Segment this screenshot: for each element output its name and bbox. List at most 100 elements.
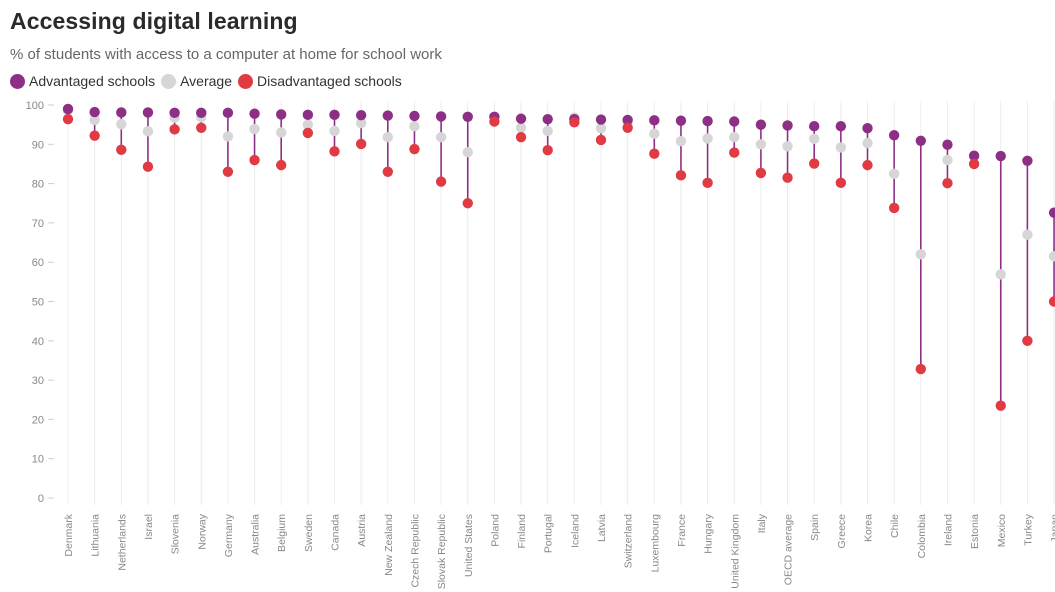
x-tick-label: France	[676, 514, 688, 547]
point-disadvantaged	[462, 198, 473, 209]
point-disadvantaged	[675, 170, 687, 181]
point-average	[542, 125, 553, 137]
point-advantaged	[382, 110, 393, 121]
x-tick-label: Ireland	[942, 514, 954, 546]
point-disadvantaged	[542, 144, 553, 156]
point-average	[302, 119, 314, 130]
x-tick-label: Austria	[356, 514, 368, 547]
x-tick-label: Japan	[1049, 514, 1055, 543]
x-tick-label: Netherlands	[116, 514, 128, 571]
legend-swatch-disadvantaged	[238, 73, 253, 89]
point-average	[382, 132, 393, 143]
y-tick-label: 10	[32, 454, 44, 466]
point-advantaged	[968, 150, 980, 161]
point-disadvantaged	[915, 363, 926, 375]
point-average	[942, 154, 953, 166]
point-advantaged	[515, 113, 527, 124]
point-advantaged	[329, 109, 340, 121]
y-tick-label: 20	[32, 414, 44, 426]
point-disadvantaged	[302, 127, 314, 139]
x-tick-label: Italy	[756, 513, 768, 533]
point-average	[809, 133, 820, 144]
point-advantaged	[809, 121, 820, 132]
point-average	[222, 131, 234, 142]
point-disadvantaged	[595, 134, 607, 146]
x-tick-label: Norway	[196, 513, 208, 549]
point-disadvantaged	[1048, 296, 1055, 307]
point-average	[142, 126, 154, 137]
point-average	[835, 142, 847, 153]
point-disadvantaged	[942, 178, 953, 189]
point-advantaged	[675, 115, 687, 126]
point-disadvantaged	[382, 166, 393, 178]
point-disadvantaged	[89, 130, 100, 141]
point-disadvantaged	[409, 143, 420, 155]
point-advantaged	[782, 120, 793, 131]
legend-label-average: Average	[180, 73, 232, 89]
point-average	[675, 135, 687, 147]
point-average	[276, 127, 287, 138]
point-advantaged	[729, 116, 740, 127]
point-disadvantaged	[862, 159, 873, 171]
point-average	[729, 132, 740, 143]
chart-title: Accessing digital learning	[10, 8, 298, 34]
point-disadvantaged	[62, 113, 74, 125]
point-disadvantaged	[649, 148, 660, 159]
point-disadvantaged	[249, 154, 260, 166]
point-average	[329, 125, 340, 137]
point-average	[409, 121, 420, 132]
point-advantaged	[276, 109, 287, 120]
point-average	[116, 119, 127, 130]
x-tick-label: Slovak Republic	[436, 514, 448, 589]
point-advantaged	[116, 107, 127, 118]
legend-swatch-advantaged	[10, 73, 25, 89]
x-tick-label: Spain	[809, 514, 821, 541]
point-advantaged	[196, 107, 207, 119]
x-tick-label: Colombia	[916, 514, 928, 559]
x-tick-label: Israel	[143, 514, 155, 540]
point-average	[888, 168, 900, 179]
point-disadvantaged	[142, 161, 154, 172]
point-disadvantaged	[116, 144, 127, 156]
point-advantaged	[835, 121, 847, 132]
x-tick-label: Luxembourg	[649, 514, 661, 573]
point-disadvantaged	[835, 177, 847, 189]
point-disadvantaged	[755, 167, 767, 179]
point-disadvantaged	[968, 158, 980, 170]
point-disadvantaged	[1022, 335, 1033, 346]
x-tick-label: Slovenia	[170, 514, 182, 554]
point-advantaged	[355, 110, 367, 121]
point-advantaged	[542, 113, 553, 125]
y-tick-label: 100	[26, 100, 44, 112]
chart-legend: Advantaged schools Average Disadvantaged…	[10, 73, 408, 89]
point-advantaged	[755, 119, 767, 130]
x-tick-label: Canada	[330, 514, 342, 551]
x-tick-label: Czech Republic	[409, 514, 421, 588]
point-advantaged	[595, 114, 607, 125]
y-tick-label: 80	[32, 179, 44, 191]
point-advantaged	[222, 107, 234, 119]
x-tick-label: New Zealand	[383, 514, 395, 576]
point-disadvantaged	[515, 132, 527, 143]
point-average	[915, 249, 926, 260]
point-advantaged	[435, 111, 447, 122]
point-average	[862, 137, 873, 149]
point-disadvantaged	[489, 116, 500, 127]
point-average	[355, 117, 367, 129]
point-advantaged	[462, 111, 473, 122]
x-tick-label: Mexico	[996, 514, 1008, 547]
legend-item-advantaged[interactable]: Advantaged schools	[10, 73, 155, 89]
x-tick-label: Chile	[889, 514, 901, 538]
point-advantaged	[89, 106, 100, 118]
y-tick-label: 50	[32, 297, 44, 309]
legend-item-average[interactable]: Average	[161, 73, 232, 89]
x-tick-label: Hungary	[703, 513, 715, 553]
point-advantaged	[702, 115, 713, 127]
legend-item-disadvantaged[interactable]: Disadvantaged schools	[238, 73, 402, 89]
point-advantaged	[942, 139, 953, 150]
x-tick-label: OECD average	[783, 514, 795, 585]
point-advantaged	[302, 109, 314, 121]
point-disadvantaged	[222, 166, 234, 178]
point-disadvantaged	[729, 147, 740, 158]
